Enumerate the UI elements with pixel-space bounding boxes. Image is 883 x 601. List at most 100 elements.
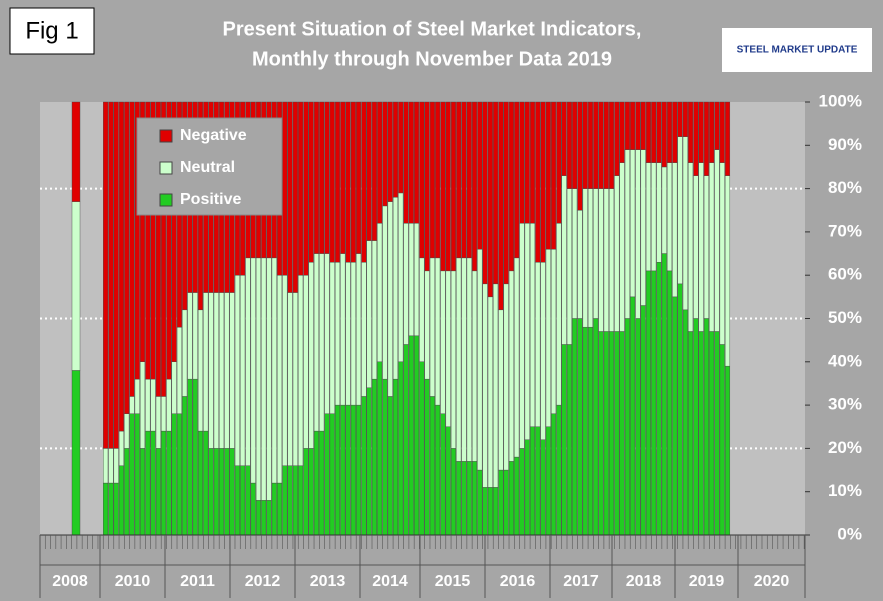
bar-segment <box>382 378 388 536</box>
bar-segment <box>419 361 425 536</box>
bar-segment <box>640 305 646 536</box>
year-label: 2016 <box>500 573 536 590</box>
bar-segment <box>593 101 599 189</box>
bar-segment <box>377 361 383 536</box>
bar-segment <box>139 448 146 536</box>
bar-segment <box>71 101 81 202</box>
bar-segment <box>724 365 731 536</box>
bar-segment <box>561 344 567 536</box>
bar-segment <box>656 162 662 263</box>
bar-segment <box>514 101 520 259</box>
bar-segment <box>414 335 420 536</box>
bar-segment <box>266 500 272 536</box>
bar-segment <box>329 262 335 414</box>
bar-segment <box>371 240 377 380</box>
bar-segment <box>361 101 367 263</box>
bar-segment <box>456 101 462 259</box>
bar-segment <box>714 149 720 332</box>
bar-segment <box>440 413 446 536</box>
bar-segment <box>703 175 709 319</box>
bar-segment <box>424 270 430 380</box>
bar-segment <box>234 275 240 466</box>
bar-segment <box>450 101 456 272</box>
bar-segment <box>303 275 309 449</box>
bar-segment <box>271 257 277 484</box>
bar-segment <box>572 101 578 189</box>
bar-segment <box>398 192 404 362</box>
bar-segment <box>387 201 393 397</box>
y-tick-label: 10% <box>828 481 862 500</box>
bar-segment <box>208 448 214 536</box>
bar-segment <box>171 413 177 536</box>
bar-segment <box>619 331 625 536</box>
bar-segment <box>124 101 130 414</box>
bar-segment <box>324 413 330 536</box>
bar-segment <box>688 101 694 163</box>
bar-segment <box>429 257 435 397</box>
bar-segment <box>255 500 262 536</box>
bar-segment <box>672 296 678 536</box>
bar-segment <box>292 292 298 466</box>
bar-segment <box>313 101 319 254</box>
bar-segment <box>514 257 520 458</box>
bar-segment <box>403 344 409 536</box>
bar-segment <box>603 188 609 332</box>
bar-segment <box>719 162 725 345</box>
figure-label-box <box>9 7 95 55</box>
bar-segment <box>508 461 514 536</box>
bar-segment <box>524 223 530 440</box>
bar-segment <box>414 223 420 337</box>
bar-segment <box>635 101 641 150</box>
legend-label: Negative <box>180 127 247 144</box>
bar-segment <box>424 378 430 536</box>
bar-segment <box>466 257 472 462</box>
bar-segment <box>624 101 630 150</box>
bar-segment <box>450 270 456 449</box>
bar-segment <box>498 101 504 311</box>
bar-segment <box>719 344 725 536</box>
bar-segment <box>176 326 182 414</box>
bar-segment <box>182 396 188 536</box>
bar-segment <box>366 387 372 536</box>
bar-segment <box>171 101 177 362</box>
bar-segment <box>219 448 225 536</box>
bar-segment <box>709 331 715 536</box>
bar-segment <box>298 101 304 276</box>
bar-segment <box>524 439 530 536</box>
bar-segment <box>366 240 372 388</box>
y-tick-label: 40% <box>828 351 862 370</box>
y-tick-label: 80% <box>828 178 862 197</box>
chart-subtitle: Monthly through November Data 2019 <box>252 48 612 70</box>
bar-segment <box>382 101 388 207</box>
bar-segment <box>693 318 699 536</box>
bar-segment <box>487 101 493 298</box>
bar-segment <box>382 205 388 380</box>
bar-segment <box>624 318 630 536</box>
bar-segment <box>245 465 251 536</box>
bar-segment <box>529 426 536 536</box>
bar-segment <box>498 309 504 471</box>
bar-segment <box>609 331 615 536</box>
bar-segment <box>482 101 488 285</box>
bar-segment <box>493 283 499 488</box>
bar-segment <box>287 292 293 466</box>
bar-segment <box>187 292 193 380</box>
bar-segment <box>456 461 462 536</box>
bar-segment <box>155 101 161 397</box>
year-label: 2014 <box>372 573 408 590</box>
bar-segment <box>556 101 562 224</box>
bar-segment <box>240 465 246 536</box>
bar-segment <box>593 318 599 536</box>
bar-segment <box>129 413 135 536</box>
bar-segment <box>661 166 667 254</box>
bar-segment <box>661 253 667 536</box>
bar-segment <box>340 253 346 406</box>
bar-segment <box>129 101 135 397</box>
bar-segment <box>435 101 441 259</box>
bar-segment <box>529 101 536 224</box>
bar-segment <box>203 292 209 432</box>
bar-segment <box>566 188 572 345</box>
year-label: 2017 <box>563 573 599 590</box>
bar-segment <box>614 175 620 332</box>
bar-segment <box>134 413 140 536</box>
